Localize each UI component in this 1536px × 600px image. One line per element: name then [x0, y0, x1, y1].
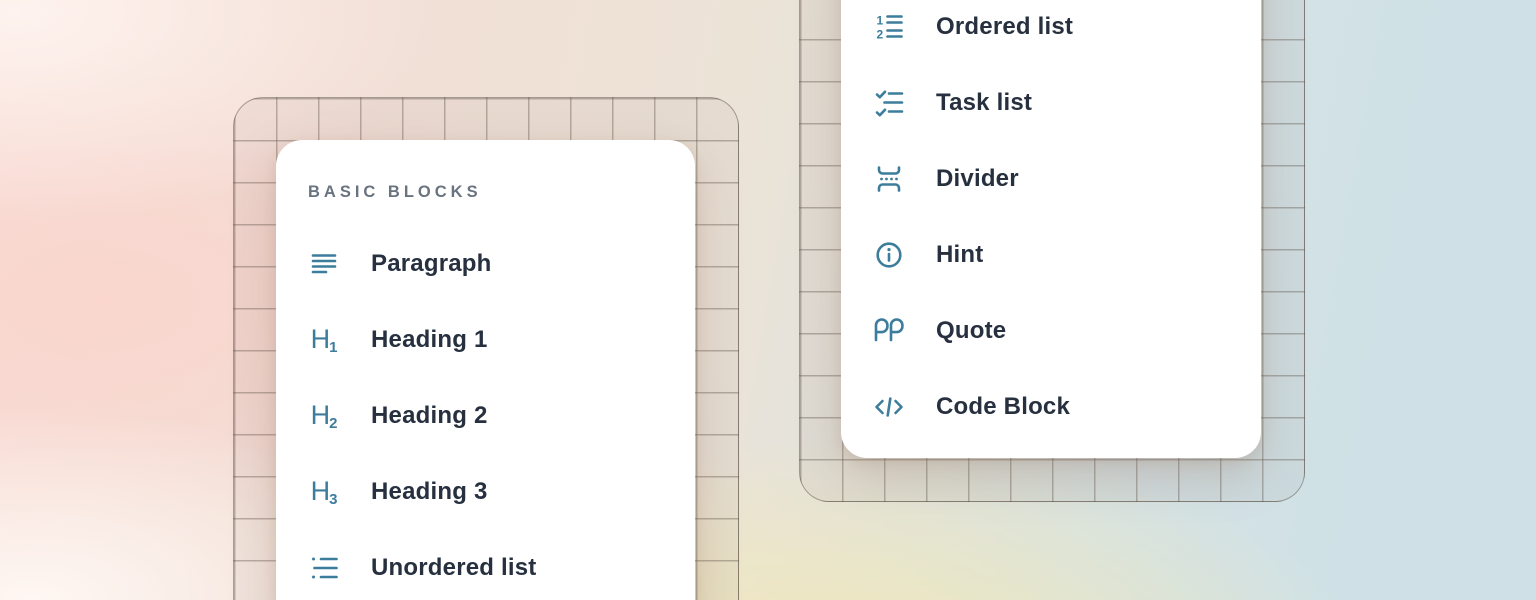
menu-item-quote[interactable]: Quote [841, 293, 1261, 369]
menu-item-paragraph[interactable]: Paragraph [276, 226, 695, 302]
menu-item-label: Paragraph [371, 250, 492, 277]
menu-item-code-block[interactable]: Code Block [841, 369, 1261, 445]
menu-item-heading-1[interactable]: H1 Heading 1 [276, 302, 695, 378]
menu-item-label: Unordered list [371, 554, 537, 581]
heading-1-icon: H1 [310, 323, 338, 356]
paragraph-icon [308, 248, 340, 280]
task-list-icon [873, 87, 905, 119]
menu-item-divider[interactable]: Divider [841, 141, 1261, 217]
extra-blocks-panel: 1 2 Ordered list Task list Divider Hint … [841, 0, 1261, 458]
menu-item-label: Divider [936, 165, 1019, 192]
menu-item-label: Code Block [936, 393, 1071, 420]
extra-blocks-list: 1 2 Ordered list Task list Divider Hint … [841, 0, 1261, 445]
unordered-list-icon [308, 552, 340, 584]
menu-item-label: Task list [936, 89, 1033, 116]
menu-item-label: Hint [936, 241, 984, 268]
basic-blocks-panel: BASIC BLOCKS Paragraph H1 Heading 1 H2 Headi… [276, 140, 695, 600]
menu-item-label: Quote [936, 317, 1007, 344]
divider-icon [873, 163, 905, 195]
ordered-list-icon: 1 2 [873, 11, 905, 43]
menu-item-label: Heading 2 [371, 402, 488, 429]
quote-icon [873, 315, 905, 347]
menu-item-heading-2[interactable]: H2 Heading 2 [276, 378, 695, 454]
menu-item-label: Ordered list [936, 13, 1074, 40]
menu-item-label: Heading 3 [371, 478, 488, 505]
heading-2-icon: H2 [310, 399, 338, 432]
hint-icon [873, 239, 905, 271]
menu-item-label: Heading 1 [371, 326, 488, 353]
basic-blocks-header: BASIC BLOCKS [308, 183, 482, 201]
menu-item-unordered-list[interactable]: Unordered list [276, 530, 695, 600]
basic-blocks-list: Paragraph H1 Heading 1 H2 Heading 2 H3 Heading… [276, 226, 695, 600]
menu-item-task-list[interactable]: Task list [841, 65, 1261, 141]
menu-item-ordered-list[interactable]: 1 2 Ordered list [841, 0, 1261, 65]
code-block-icon [873, 391, 905, 423]
menu-item-heading-3[interactable]: H3 Heading 3 [276, 454, 695, 530]
heading-3-icon: H3 [310, 475, 338, 508]
svg-text:2: 2 [877, 28, 884, 42]
svg-text:1: 1 [877, 14, 884, 28]
menu-item-hint[interactable]: Hint [841, 217, 1261, 293]
